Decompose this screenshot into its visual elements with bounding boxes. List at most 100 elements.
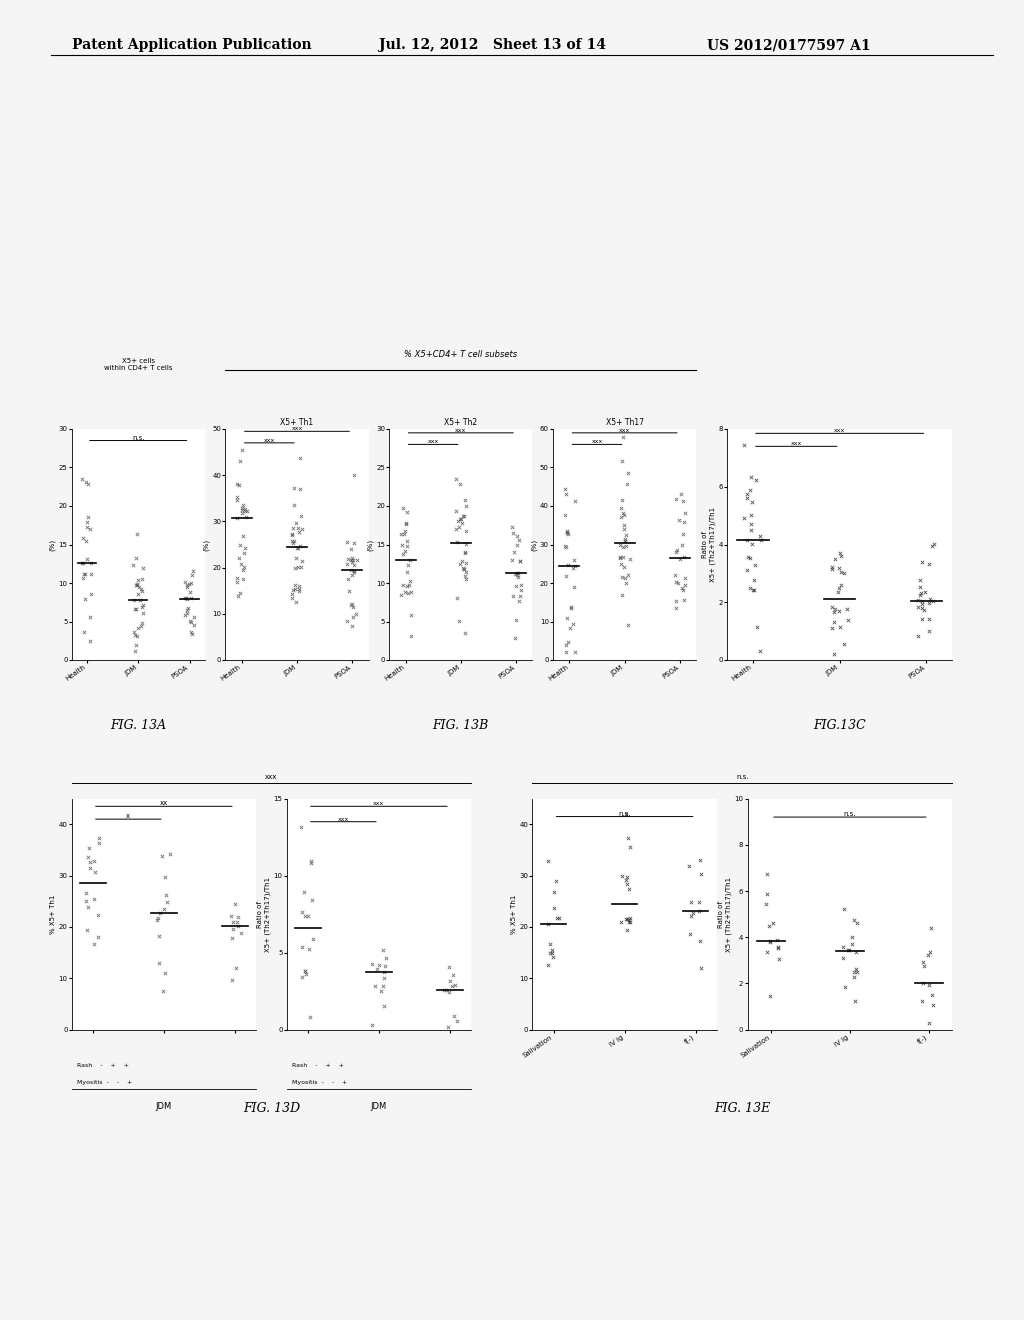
- Point: [504, 549, 520, 570]
- Point: [186, 607, 203, 628]
- Point: [292, 535, 308, 556]
- Point: [509, 535, 525, 556]
- Text: X5+ cells
within CD4+ T cells: X5+ cells within CD4+ T cells: [104, 358, 172, 371]
- Point: [823, 558, 840, 579]
- Point: [287, 578, 303, 599]
- Point: [617, 804, 634, 825]
- Point: [924, 536, 940, 557]
- Point: [345, 532, 361, 553]
- Point: [452, 611, 468, 632]
- Point: [621, 911, 637, 932]
- Point: [692, 931, 709, 952]
- Point: [913, 590, 930, 611]
- Point: [830, 578, 847, 599]
- Point: [668, 572, 684, 593]
- Point: [560, 523, 577, 544]
- Point: [284, 529, 300, 550]
- Point: [504, 516, 520, 537]
- Point: [455, 557, 471, 578]
- Point: [449, 587, 465, 609]
- Point: [441, 970, 458, 991]
- Point: [154, 845, 170, 866]
- Point: [911, 570, 928, 591]
- Point: [457, 565, 473, 586]
- Point: [510, 562, 526, 583]
- Point: [290, 557, 306, 578]
- Point: [746, 554, 763, 576]
- Point: [769, 929, 785, 950]
- Point: [557, 478, 573, 499]
- Point: [134, 612, 151, 634]
- Point: [290, 537, 306, 558]
- Point: [614, 546, 631, 568]
- Point: [456, 558, 472, 579]
- Text: xxx: xxx: [338, 817, 349, 821]
- Point: [397, 520, 414, 541]
- Point: [345, 549, 361, 570]
- Point: [674, 535, 690, 556]
- Point: [230, 916, 247, 937]
- Point: [507, 564, 523, 585]
- Point: [288, 512, 304, 533]
- Point: [614, 490, 631, 511]
- Point: [452, 508, 468, 529]
- Point: [675, 523, 691, 544]
- Point: [920, 945, 936, 966]
- Point: [668, 598, 684, 619]
- Point: [339, 554, 355, 576]
- Point: [293, 556, 309, 577]
- Point: [916, 581, 933, 602]
- Point: [151, 952, 167, 973]
- Point: [134, 597, 151, 618]
- Point: [677, 503, 693, 524]
- Text: % X5+CD4+ T cell subsets: % X5+CD4+ T cell subsets: [404, 350, 517, 359]
- Point: [440, 982, 457, 1003]
- Point: [291, 521, 307, 543]
- Point: [184, 560, 201, 581]
- Point: [676, 590, 692, 611]
- Point: [611, 535, 628, 556]
- Point: [158, 884, 174, 906]
- Point: [824, 557, 841, 578]
- Point: [512, 550, 528, 572]
- Point: [753, 529, 769, 550]
- Point: [840, 940, 856, 961]
- Point: [540, 850, 556, 871]
- Point: [287, 574, 303, 595]
- Point: [371, 954, 387, 975]
- Point: [159, 892, 175, 913]
- Point: [560, 554, 577, 576]
- Point: [831, 543, 848, 564]
- Point: [340, 548, 356, 569]
- Point: [183, 564, 200, 585]
- Point: [287, 531, 303, 552]
- Text: Rash    -    +    +: Rash - + +: [77, 1063, 129, 1068]
- Point: [344, 565, 360, 586]
- Point: [454, 508, 470, 529]
- Point: [676, 511, 692, 532]
- Point: [508, 562, 524, 583]
- Point: [134, 557, 151, 578]
- Point: [925, 590, 941, 611]
- Point: [912, 582, 929, 603]
- Y-axis label: Ratio of
X5+ (Th2+Th17)/Th1: Ratio of X5+ (Th2+Th17)/Th1: [257, 876, 270, 952]
- Point: [618, 908, 635, 929]
- Point: [611, 546, 628, 568]
- Point: [293, 816, 309, 837]
- Point: [913, 609, 930, 630]
- Point: [620, 463, 636, 484]
- Point: [343, 539, 359, 560]
- Point: [447, 517, 464, 539]
- Point: [560, 632, 577, 653]
- Point: [612, 498, 629, 519]
- Point: [829, 581, 846, 602]
- Point: [177, 587, 194, 609]
- Text: FIG. 13E: FIG. 13E: [715, 1102, 770, 1115]
- Point: [454, 512, 470, 533]
- Point: [157, 866, 173, 887]
- Point: [759, 883, 775, 904]
- Point: [830, 601, 847, 622]
- Point: [83, 564, 99, 585]
- Point: [302, 853, 318, 874]
- Point: [765, 912, 781, 933]
